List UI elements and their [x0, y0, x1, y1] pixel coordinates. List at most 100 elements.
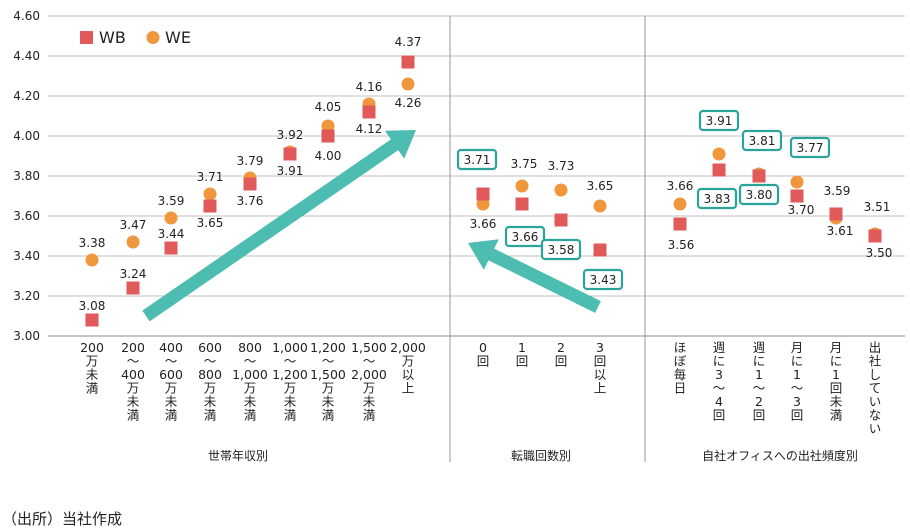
- category-label: ～: [713, 381, 726, 396]
- wb-value-label: 3.24: [120, 267, 147, 281]
- category-label: 日: [674, 381, 687, 396]
- wb-value-label: 3.91: [277, 164, 304, 178]
- wb-value-label: 4.37: [395, 35, 422, 49]
- trend-arrow-income: [142, 130, 417, 322]
- we-value-label: 3.75: [511, 157, 538, 171]
- category-label: ぼ: [674, 354, 687, 369]
- category-label: 万: [402, 354, 415, 369]
- wb-point: [554, 213, 568, 227]
- legend-wb-label: WB: [99, 28, 126, 47]
- category-label: 4: [715, 394, 723, 409]
- category-label: 未: [830, 394, 843, 409]
- category-label: 週: [753, 340, 766, 355]
- y-tick-label: 3.60: [13, 209, 40, 223]
- category-label: 満: [127, 408, 140, 423]
- group-label: 自社オフィスへの出社頻度別: [702, 448, 858, 463]
- wb-point: [712, 163, 726, 177]
- wb-point: [790, 189, 804, 203]
- we-point: [515, 179, 529, 193]
- value-callout-box: [698, 109, 740, 132]
- wb-point: [362, 105, 376, 119]
- category-label: 2: [557, 340, 565, 355]
- category-label: に: [830, 354, 843, 369]
- category-label: 回: [555, 354, 568, 369]
- category-label: 800: [198, 367, 222, 382]
- category-label: 月: [791, 340, 804, 355]
- wb-value-label: 4.00: [315, 149, 342, 163]
- category-label: 万: [127, 381, 140, 396]
- wb-point: [752, 169, 766, 183]
- category-label: 満: [86, 381, 99, 396]
- category-label: 400: [159, 340, 183, 355]
- y-tick-label: 3.20: [13, 289, 40, 303]
- y-tick-label: 4.00: [13, 129, 40, 143]
- category-label: 600: [159, 367, 183, 382]
- y-tick-label: 4.60: [13, 9, 40, 23]
- category-label: 満: [204, 408, 217, 423]
- wb-value-label: 3.08: [79, 299, 106, 313]
- category-label: 万: [86, 354, 99, 369]
- we-value-label: 3.71: [197, 170, 224, 184]
- we-point: [164, 211, 178, 225]
- wb-value-label: 3.65: [197, 216, 224, 230]
- category-label: 未: [127, 394, 140, 409]
- category-label: 回: [477, 354, 490, 369]
- wb-value-label: 3.44: [158, 227, 185, 241]
- category-label: 800: [238, 340, 262, 355]
- category-label: 満: [165, 408, 178, 423]
- category-label: 1,500: [310, 367, 346, 382]
- trend-arrow-job-change: [468, 239, 601, 313]
- category-label: 出: [869, 340, 882, 355]
- we-point: [593, 199, 607, 213]
- wb-point: [126, 281, 140, 295]
- category-label: に: [713, 354, 726, 369]
- we-value-label: 3.77: [797, 141, 824, 155]
- wb-value-label: 3.66: [512, 230, 539, 244]
- category-label: 1,000: [272, 340, 308, 355]
- wb-point: [203, 199, 217, 213]
- wb-value-label: 4.12: [356, 122, 383, 136]
- category-label: ～: [284, 354, 297, 369]
- y-tick-label: 4.40: [13, 49, 40, 63]
- value-callout-box: [738, 183, 780, 206]
- category-label: 週: [713, 340, 726, 355]
- category-label: 満: [322, 408, 335, 423]
- category-label: 1,200: [310, 340, 346, 355]
- category-label: 満: [284, 408, 297, 423]
- category-label: 毎: [674, 367, 687, 382]
- legend-wb-marker: [80, 31, 93, 44]
- we-value-label: 3.38: [79, 236, 106, 250]
- category-label: ～: [244, 354, 257, 369]
- category-label: 未: [165, 394, 178, 409]
- we-point: [790, 175, 804, 189]
- category-label: し: [869, 367, 882, 382]
- category-label: 2: [755, 394, 763, 409]
- category-label: い: [869, 394, 882, 409]
- value-callout-box: [741, 129, 783, 152]
- category-label: 回: [830, 381, 843, 396]
- category-label: 上: [594, 381, 607, 396]
- category-label: 回: [791, 408, 804, 423]
- value-callout-box: [504, 225, 546, 248]
- category-label: 万: [165, 381, 178, 396]
- wb-value-label: 3.58: [548, 243, 575, 257]
- category-label: 未: [363, 394, 376, 409]
- we-value-label: 3.65: [587, 179, 614, 193]
- category-label: 満: [830, 408, 843, 423]
- category-label: 回: [594, 354, 607, 369]
- wb-point: [243, 177, 257, 191]
- wb-point: [164, 241, 178, 255]
- we-value-label: 3.66: [667, 179, 694, 193]
- we-value-label: 3.91: [706, 114, 733, 128]
- category-label: ～: [127, 354, 140, 369]
- category-label: 1,000: [232, 367, 268, 382]
- y-tick-label: 3.00: [13, 329, 40, 343]
- category-label: 以: [402, 367, 415, 382]
- value-callout-box: [456, 148, 498, 171]
- category-label: ～: [165, 354, 178, 369]
- category-label: な: [869, 408, 882, 423]
- we-point: [476, 197, 490, 211]
- category-label: 回: [753, 408, 766, 423]
- we-point: [673, 197, 687, 211]
- wb-point: [673, 217, 687, 231]
